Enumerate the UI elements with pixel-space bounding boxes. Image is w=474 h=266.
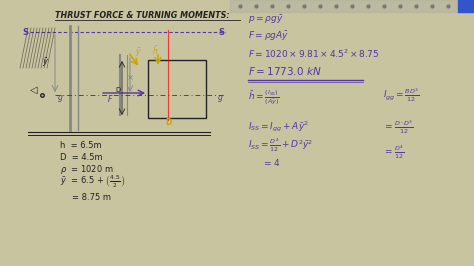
Text: S: S — [218, 28, 224, 37]
Text: = 8.75 m: = 8.75 m — [72, 193, 111, 202]
Text: F: F — [108, 95, 112, 104]
Text: $= 4$: $= 4$ — [262, 157, 280, 168]
Bar — [148, 60, 206, 118]
Text: S: S — [22, 28, 28, 37]
Text: $p = \rho g\bar{y}$: $p = \rho g\bar{y}$ — [248, 13, 283, 26]
Text: $\bar{h}$: $\bar{h}$ — [152, 44, 158, 57]
Text: THRUST FORCE & TURNING MOMENTS:: THRUST FORCE & TURNING MOMENTS: — [55, 11, 229, 20]
Text: ◁: ◁ — [30, 85, 37, 95]
Text: $F = 1020 \times 9.81 \times 4.5^2 \times 8.75$: $F = 1020 \times 9.81 \times 4.5^2 \time… — [248, 48, 379, 60]
Text: $I_{SS} = \frac{D^4}{12} + D^2\bar{y}^2$: $I_{SS} = \frac{D^4}{12} + D^2\bar{y}^2$ — [248, 136, 313, 154]
Text: h  = 6.5m: h = 6.5m — [60, 141, 101, 150]
Text: $I_{SS} = I_{gg} + A\bar{y}^2$: $I_{SS} = I_{gg} + A\bar{y}^2$ — [248, 120, 309, 135]
Text: D: D — [115, 87, 120, 93]
Text: $F = 1773.0\ kN$: $F = 1773.0\ kN$ — [248, 65, 322, 77]
Text: g: g — [218, 93, 223, 102]
Text: $F = \rho g A\bar{y}$: $F = \rho g A\bar{y}$ — [248, 29, 289, 42]
Text: D: D — [165, 118, 172, 127]
Text: $I_{gg} = \frac{BD^3}{12}$: $I_{gg} = \frac{BD^3}{12}$ — [383, 86, 419, 104]
Text: $\bar{y}$: $\bar{y}$ — [42, 56, 49, 69]
Text: $= \frac{D \cdot D^3}{12}$: $= \frac{D \cdot D^3}{12}$ — [383, 118, 414, 136]
Text: g: g — [58, 93, 63, 102]
Text: $= \frac{D^4}{12}$: $= \frac{D^4}{12}$ — [383, 143, 404, 161]
Text: $\bar{h} = \frac{(I_{SS})}{(A\bar{y})}$: $\bar{h} = \frac{(I_{SS})}{(A\bar{y})}$ — [248, 89, 280, 107]
Text: D  = 4.5m: D = 4.5m — [60, 153, 103, 162]
Text: $\bar{y}$: $\bar{y}$ — [135, 46, 142, 59]
Text: $\bar{y}$  = 6.5 + $\left(\frac{4.5}{2}\right)$: $\bar{y}$ = 6.5 + $\left(\frac{4.5}{2}\r… — [60, 173, 125, 190]
Text: $\rho$  = 1020 m: $\rho$ = 1020 m — [60, 163, 114, 176]
